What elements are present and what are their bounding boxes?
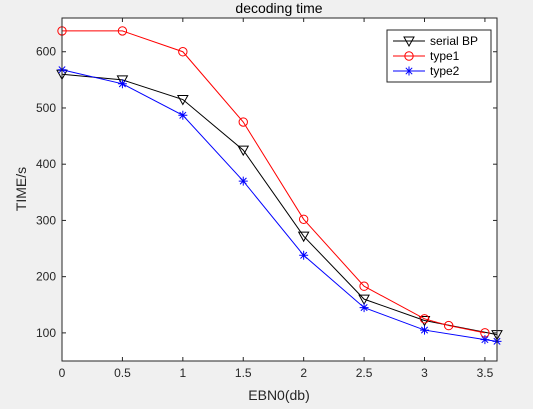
- y-axis-title: TIME/s: [13, 167, 29, 211]
- data-point: [238, 117, 248, 127]
- data-point: [117, 26, 128, 36]
- y-tick-label: 500: [36, 101, 56, 115]
- y-tick-label: 300: [36, 213, 56, 227]
- data-point: [299, 250, 309, 260]
- data-point: [176, 95, 189, 106]
- data-point: [418, 316, 431, 327]
- data-point: [178, 47, 188, 57]
- plot-area-border: [61, 17, 498, 362]
- legend-label: type2: [430, 64, 460, 78]
- data-point: [359, 281, 369, 291]
- legend-marker: [403, 36, 415, 48]
- data-point: [480, 335, 490, 345]
- data-point: [419, 314, 430, 324]
- data-point: [116, 75, 129, 86]
- x-tick-label: 3.5: [477, 366, 494, 380]
- data-point: [238, 176, 248, 186]
- data-point: [358, 294, 370, 306]
- data-point: [178, 110, 188, 120]
- series-line: [61, 73, 498, 336]
- x-tick-label: 0: [59, 366, 66, 380]
- x-tick-label: 1.5: [235, 366, 252, 380]
- x-tick-label: 2.5: [356, 366, 373, 380]
- x-tick-label: 1: [179, 366, 186, 380]
- data-point: [298, 214, 309, 225]
- axis-ticks: 0 0.5 1 1.5 2 2.5 3 3.5 100 200 300 400 500 600: [36, 18, 497, 380]
- x-tick-label: 2: [300, 366, 307, 380]
- series-serial-bp: [56, 69, 503, 341]
- data-point: [420, 325, 429, 335]
- y-tick-label: 600: [36, 45, 56, 59]
- legend-marker: [404, 66, 414, 76]
- y-tick-label: 400: [36, 157, 56, 171]
- x-axis-title: EBN0(db): [248, 387, 309, 403]
- data-point: [117, 79, 127, 89]
- data-point: [237, 145, 250, 157]
- data-point: [297, 231, 310, 243]
- y-tick-label: 200: [36, 270, 56, 284]
- chart-title: decoding time: [235, 0, 322, 16]
- x-tick-label: 3: [421, 366, 428, 380]
- legend-label: type1: [430, 49, 460, 63]
- legend-marker: [404, 51, 414, 61]
- data-point: [359, 303, 369, 313]
- y-tick-label: 100: [36, 326, 56, 340]
- series-line: [62, 30, 486, 334]
- x-tick-label: 0.5: [114, 366, 131, 380]
- legend-label: serial BP: [430, 34, 478, 48]
- data-point: [443, 320, 454, 331]
